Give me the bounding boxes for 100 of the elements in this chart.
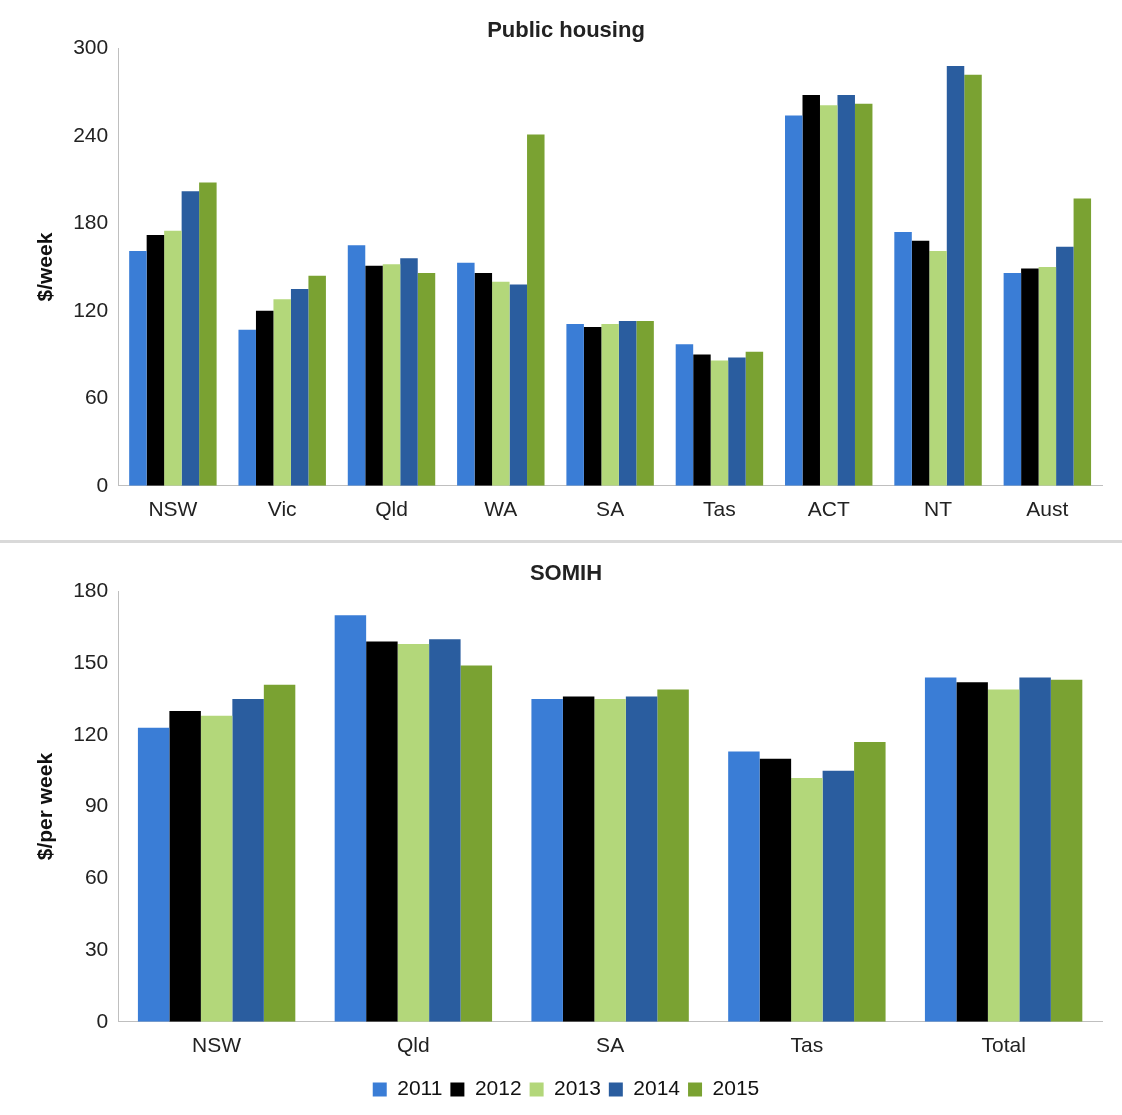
- bar: [199, 182, 217, 486]
- bar: [460, 665, 493, 1022]
- x-tick-label: SA: [596, 497, 625, 521]
- bar: [334, 615, 367, 1022]
- x-tick-label: NSW: [192, 1033, 242, 1057]
- bar: [1056, 246, 1074, 486]
- bar: [1050, 679, 1083, 1022]
- x-tick-label: Vic: [267, 497, 297, 521]
- y-axis-title: $/week: [33, 232, 57, 302]
- y-tick-label: 240: [73, 122, 109, 146]
- bar: [255, 310, 274, 486]
- bar: [657, 689, 689, 1022]
- bar: [987, 689, 1020, 1022]
- y-tick-label: 60: [84, 385, 109, 409]
- bar: [728, 751, 760, 1022]
- y-tick-label: 0: [96, 472, 109, 496]
- chart-title: Public housing: [487, 17, 645, 43]
- x-tick-label: Aust: [1026, 497, 1069, 521]
- bar: [492, 281, 510, 486]
- bar: [946, 65, 965, 486]
- bar: [232, 699, 264, 1022]
- x-tick-label: Tas: [703, 497, 736, 521]
- bar: [562, 696, 595, 1022]
- y-tick-label: 300: [73, 35, 109, 59]
- y-tick-label: 60: [84, 865, 109, 889]
- bar: [474, 272, 493, 486]
- y-tick-label: 120: [73, 297, 109, 321]
- bar: [238, 329, 256, 486]
- bar: [509, 284, 528, 486]
- bar: [181, 191, 200, 486]
- legend-label: 2015: [712, 1076, 760, 1100]
- x-tick-label: SA: [596, 1033, 625, 1057]
- bar: [566, 323, 584, 486]
- bar: [365, 265, 383, 486]
- bar: [802, 95, 820, 486]
- bar: [636, 321, 654, 486]
- bar: [1019, 677, 1051, 1022]
- y-tick-label: 30: [84, 936, 109, 960]
- bar: [290, 288, 309, 486]
- x-tick-label: WA: [484, 497, 518, 521]
- bar: [594, 699, 626, 1022]
- bar: [531, 699, 563, 1022]
- bar: [164, 230, 182, 486]
- legend-label: 2012: [474, 1076, 522, 1100]
- bar: [710, 360, 729, 486]
- y-tick-label: 180: [73, 578, 109, 602]
- bar: [1003, 272, 1022, 486]
- bar: [397, 644, 430, 1022]
- bar: [382, 264, 401, 486]
- y-tick-label: 90: [84, 793, 109, 817]
- bar: [527, 134, 545, 486]
- bar: [1038, 267, 1057, 486]
- bar: [625, 696, 658, 1022]
- x-tick-label: NT: [924, 497, 953, 521]
- bar: [429, 639, 461, 1022]
- bar: [400, 258, 418, 486]
- bar: [929, 251, 947, 486]
- bar: [583, 326, 602, 486]
- bar: [129, 251, 147, 486]
- bar: [745, 351, 764, 486]
- bar: [417, 272, 436, 486]
- bar: [1021, 268, 1039, 486]
- bar: [956, 682, 988, 1022]
- x-tick-label: ACT: [807, 497, 850, 521]
- x-tick-label: Tas: [790, 1033, 824, 1057]
- x-tick-label: Qld: [375, 497, 408, 521]
- bar: [924, 677, 957, 1022]
- bar: [822, 770, 855, 1022]
- bar: [263, 684, 296, 1022]
- legend-label: 2014: [633, 1076, 681, 1100]
- bar: [618, 321, 637, 486]
- bar: [759, 758, 792, 1022]
- bar: [457, 262, 475, 486]
- bar: [837, 95, 855, 486]
- bar: [601, 323, 619, 486]
- bar: [894, 232, 912, 486]
- y-tick-label: 150: [73, 649, 109, 673]
- bar: [791, 777, 823, 1022]
- bar: [169, 710, 201, 1022]
- y-axis-title: $/per week: [33, 752, 57, 861]
- bar: [854, 103, 873, 486]
- bar: [1073, 198, 1092, 486]
- bar: [200, 715, 233, 1022]
- bar: [785, 115, 803, 486]
- legend-label: 2011: [397, 1076, 443, 1100]
- bar: [366, 641, 398, 1022]
- y-tick-label: 0: [96, 1008, 109, 1032]
- bar: [273, 299, 291, 486]
- x-tick-label: Qld: [397, 1033, 430, 1057]
- x-tick-label: Total: [981, 1033, 1026, 1057]
- y-tick-label: 180: [73, 210, 109, 234]
- bar: [675, 344, 694, 486]
- bar: [911, 240, 930, 486]
- bar: [308, 275, 326, 486]
- chart-title: SOMIH: [529, 560, 603, 586]
- bar: [347, 245, 366, 486]
- bar: [693, 354, 711, 486]
- y-tick-label: 120: [73, 721, 109, 745]
- bar: [146, 235, 165, 486]
- bar: [854, 742, 886, 1022]
